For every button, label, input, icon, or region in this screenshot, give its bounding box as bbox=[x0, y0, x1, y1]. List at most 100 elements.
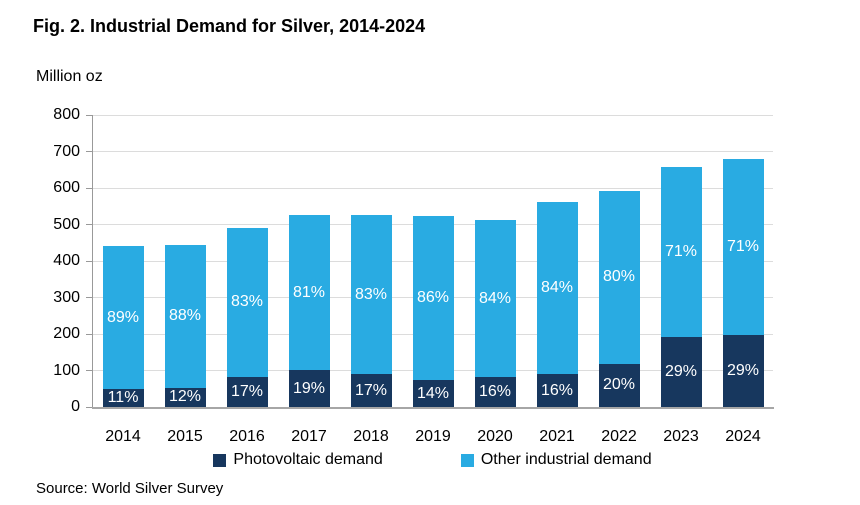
x-tick-label: 2021 bbox=[539, 428, 575, 445]
x-tick-label: 2014 bbox=[105, 428, 141, 445]
x-tick-label: 2023 bbox=[663, 428, 699, 445]
photovoltaic-legend-swatch bbox=[213, 453, 227, 467]
bar-label-other-industrial: 86% bbox=[416, 289, 450, 307]
bar-2016: 83% 17% bbox=[226, 228, 268, 407]
gridline bbox=[92, 114, 773, 116]
y-tick-mark bbox=[86, 260, 92, 262]
bar-label-photovoltaic: 17% bbox=[230, 382, 264, 400]
segment-photovoltaic bbox=[660, 337, 702, 407]
legend-label: Photovoltaic demand bbox=[233, 451, 383, 468]
bar-label-other-industrial: 71% bbox=[726, 237, 760, 255]
bar-2015: 88% 12% bbox=[164, 245, 206, 407]
y-tick-mark bbox=[86, 151, 92, 152]
figure-title: Fig. 2. Industrial Demand for Silver, 20… bbox=[33, 16, 426, 36]
gridline bbox=[92, 187, 773, 189]
x-tick-label: 2024 bbox=[725, 428, 761, 445]
segment-other-industrial bbox=[102, 246, 144, 390]
x-tick-label: 2020 bbox=[477, 428, 513, 445]
bar-label-photovoltaic: 20% bbox=[602, 376, 636, 394]
bar-label-other-industrial: 89% bbox=[106, 308, 140, 326]
segment-photovoltaic bbox=[164, 387, 206, 407]
segment-other-industrial bbox=[660, 167, 702, 338]
segment-other-industrial bbox=[598, 190, 640, 364]
bar-2021: 84% 16% bbox=[536, 201, 578, 407]
x-tick-label: 2017 bbox=[291, 428, 327, 445]
y-tick-mark bbox=[86, 297, 92, 298]
segment-photovoltaic bbox=[474, 377, 516, 407]
bar-2020: 84% 16% bbox=[474, 220, 516, 407]
bar-2022: 80% 20% bbox=[598, 190, 640, 407]
y-tick-mark bbox=[86, 406, 92, 408]
y-tick-label: 400 bbox=[53, 252, 80, 269]
y-tick-mark bbox=[86, 224, 92, 225]
bar-label-other-industrial: 84% bbox=[478, 289, 512, 307]
y-tick-label: 700 bbox=[53, 142, 80, 160]
bar-label-other-industrial: 88% bbox=[168, 307, 202, 325]
x-tick-label: 2019 bbox=[415, 428, 451, 445]
y-tick-label: 200 bbox=[53, 325, 80, 342]
y-tick-label: 300 bbox=[53, 288, 80, 306]
other-industrial-legend-swatch bbox=[460, 453, 474, 467]
bar-2017: 81% 19% bbox=[288, 214, 330, 407]
segment-photovoltaic bbox=[102, 389, 144, 407]
bar-2018: 83% 17% bbox=[350, 215, 392, 407]
legend-item-photovoltaic: Photovoltaic demand bbox=[213, 451, 383, 469]
segment-photovoltaic bbox=[598, 363, 640, 407]
segment-other-industrial bbox=[536, 201, 578, 375]
segment-photovoltaic bbox=[722, 335, 764, 407]
segment-other-industrial bbox=[226, 228, 268, 377]
legend: Photovoltaic demand Other industrial dema… bbox=[92, 450, 773, 470]
segment-other-industrial bbox=[412, 216, 454, 381]
bar-label-photovoltaic: 11% bbox=[107, 389, 139, 407]
segment-other-industrial bbox=[164, 245, 206, 388]
bar-label-other-industrial: 83% bbox=[230, 293, 264, 311]
x-tick-label: 2022 bbox=[601, 428, 637, 445]
bar-label-other-industrial: 83% bbox=[354, 285, 388, 303]
segment-other-industrial bbox=[722, 158, 764, 336]
bar-label-photovoltaic: 16% bbox=[478, 383, 512, 401]
bar-label-photovoltaic: 12% bbox=[168, 388, 202, 406]
bar-2019: 86% 14% bbox=[412, 216, 454, 407]
y-axis-unit-label: Million oz bbox=[36, 68, 103, 85]
legend-item-other-industrial: Other industrial demand bbox=[460, 451, 652, 469]
segment-other-industrial bbox=[474, 220, 516, 378]
bar-2014: 89% 11% bbox=[102, 246, 144, 407]
bar-label-other-industrial: 80% bbox=[602, 268, 636, 286]
y-tick-mark bbox=[86, 370, 92, 371]
bar-label-photovoltaic: 19% bbox=[292, 379, 326, 397]
segment-photovoltaic bbox=[350, 374, 392, 407]
bar-label-photovoltaic: 29% bbox=[664, 363, 698, 381]
x-axis-line bbox=[92, 407, 774, 409]
bar-label-other-industrial: 71% bbox=[664, 243, 698, 261]
y-tick-mark bbox=[86, 333, 92, 335]
legend-label: Other industrial demand bbox=[480, 451, 652, 468]
y-tick-label: 800 bbox=[53, 106, 80, 123]
bar-2024: 71% 29% bbox=[722, 158, 764, 407]
segment-photovoltaic bbox=[288, 370, 330, 407]
x-tick-label: 2015 bbox=[167, 428, 203, 445]
y-tick-mark bbox=[86, 114, 92, 116]
bar-label-other-industrial: 84% bbox=[540, 279, 574, 296]
y-tick-label: 500 bbox=[53, 215, 80, 233]
segment-other-industrial bbox=[288, 214, 330, 371]
bar-label-other-industrial: 81% bbox=[292, 283, 326, 301]
segment-photovoltaic bbox=[536, 374, 578, 407]
source-note: Source: World Silver Survey bbox=[36, 480, 224, 497]
segment-photovoltaic bbox=[412, 380, 454, 407]
x-tick-label: 2018 bbox=[353, 428, 389, 445]
bar-label-photovoltaic: 29% bbox=[726, 362, 760, 379]
y-tick-label: 600 bbox=[53, 179, 80, 196]
gridline bbox=[92, 151, 773, 152]
y-tick-label: 0 bbox=[71, 398, 80, 415]
segment-other-industrial bbox=[350, 215, 392, 375]
y-tick-label: 100 bbox=[53, 361, 80, 379]
x-tick-label: 2016 bbox=[229, 428, 265, 445]
bar-2023: 71% 29% bbox=[660, 167, 702, 407]
y-axis-line bbox=[92, 115, 93, 407]
segment-photovoltaic bbox=[226, 376, 268, 407]
bar-label-photovoltaic: 17% bbox=[354, 381, 388, 399]
bar-label-photovoltaic: 14% bbox=[416, 384, 450, 402]
bar-label-photovoltaic: 16% bbox=[540, 381, 574, 399]
